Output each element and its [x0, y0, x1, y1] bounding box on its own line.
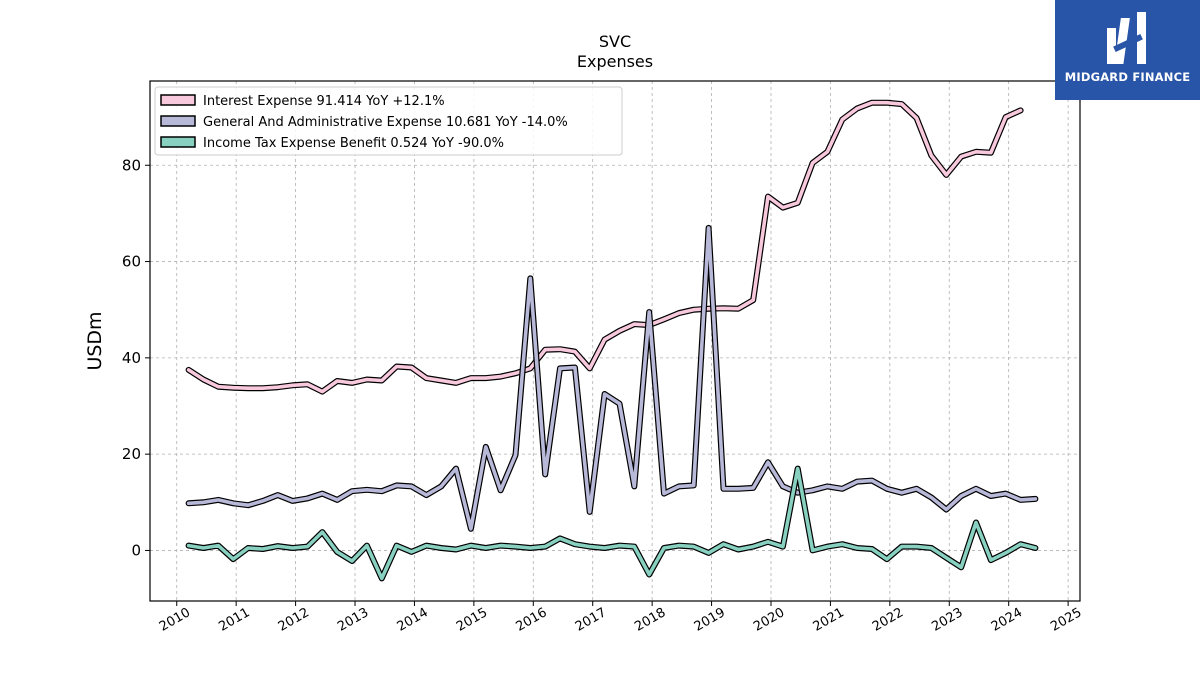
- plot-frame: [149, 80, 1081, 602]
- legend-box: [154, 86, 623, 156]
- x-tick-label: 2020: [751, 605, 787, 635]
- x-tick-label: 2014: [395, 605, 431, 635]
- series-lines: [185, 99, 1039, 582]
- y-tick-label: 0: [131, 541, 141, 559]
- legend-swatch: [160, 115, 196, 127]
- y-axis-ticks: 0 20 40 60 80: [122, 156, 150, 559]
- x-tick-label: 2024: [989, 605, 1025, 635]
- logo-text: MIDGARD FINANCE: [1064, 70, 1191, 84]
- y-tick-label: 20: [122, 445, 141, 463]
- chart-subtitle: Expenses: [577, 52, 653, 71]
- x-tick-label: 2023: [929, 605, 965, 635]
- x-tick-label: 2016: [513, 605, 549, 635]
- x-tick-label: 2017: [573, 605, 609, 635]
- x-tick-label: 2018: [632, 605, 668, 635]
- legend: Interest Expense 91.414 YoY +12.1% Genera…: [154, 86, 623, 156]
- series-line-general-and-administrative-expense: [186, 226, 1038, 531]
- x-tick-label: 2011: [216, 605, 252, 635]
- y-tick-label: 40: [122, 349, 141, 367]
- series-outline-general-and-administrative-expense: [185, 224, 1039, 532]
- chart-title: SVC: [599, 32, 631, 51]
- series-line-income-tax-expense-benefit: [186, 466, 1038, 581]
- midgard-logo-icon: [1107, 12, 1146, 64]
- x-tick-label: 2012: [276, 605, 312, 635]
- series-line-interest-expense: [186, 100, 1023, 394]
- midgard-finance-logo: MIDGARD FINANCE: [1055, 0, 1200, 100]
- legend-entry: Interest Expense 91.414 YoY +12.1%: [203, 94, 445, 109]
- x-tick-label: 2025: [1048, 605, 1084, 635]
- legend-swatch: [160, 136, 196, 148]
- y-axis-label: USDm: [84, 311, 106, 370]
- x-tick-label: 2021: [811, 605, 847, 635]
- y-tick-label: 80: [122, 156, 141, 174]
- y-tick-label: 60: [122, 253, 141, 271]
- x-tick-label: 2015: [454, 605, 490, 635]
- x-tick-label: 2010: [157, 605, 193, 635]
- legend-entry: General And Administrative Expense 10.68…: [203, 115, 568, 130]
- x-tick-label: 2019: [692, 605, 728, 635]
- x-tick-label: 2013: [335, 605, 371, 635]
- grid: [150, 81, 1080, 601]
- x-axis-ticks: 2010 2011 2012 2013 2014 2015 2016 2017 2018 2019…: [157, 601, 1084, 635]
- series-outline-income-tax-expense-benefit: [185, 465, 1039, 582]
- x-tick-label: 2022: [870, 605, 906, 635]
- legend-entry: Income Tax Expense Benefit 0.524 YoY -90…: [203, 136, 504, 151]
- legend-swatch: [160, 94, 196, 106]
